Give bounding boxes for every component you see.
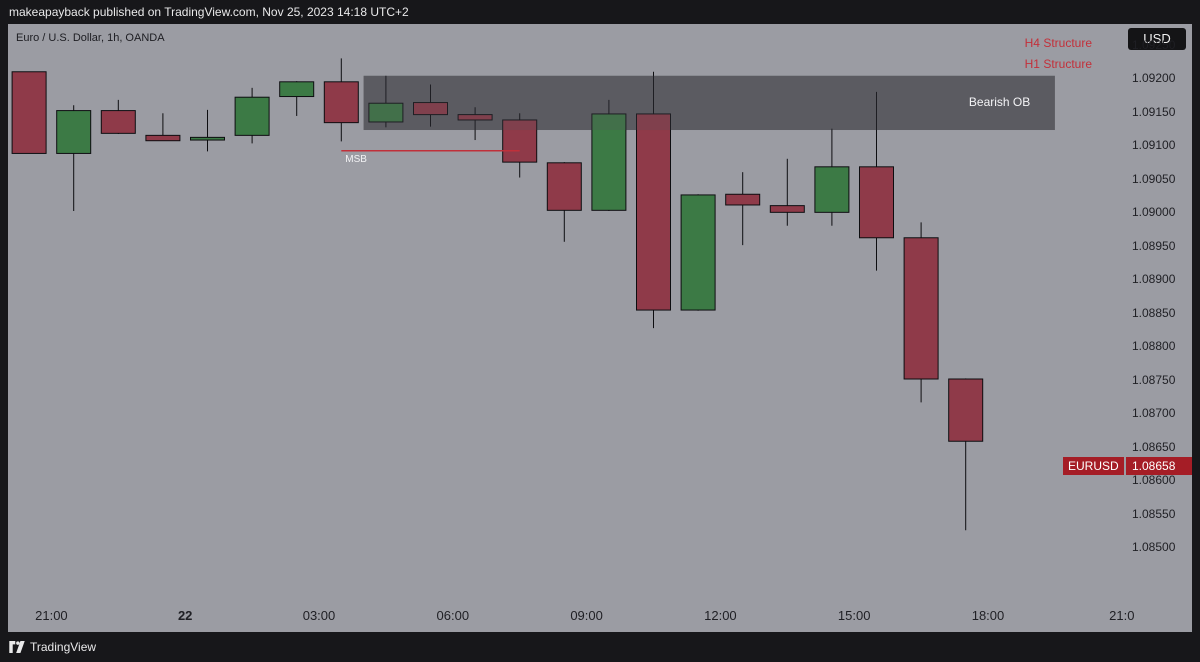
candle <box>457 107 493 141</box>
price-tick-label: 1.09200 <box>1132 71 1176 86</box>
legend-h4-structure: H4 Structure <box>1024 36 1092 50</box>
candle-body <box>680 194 716 311</box>
time-tick-label: 21:0 <box>1109 608 1135 623</box>
time-axis[interactable] <box>8 602 1126 632</box>
time-tick-label: 22 <box>177 608 193 623</box>
tradingview-logo-icon <box>9 641 25 653</box>
candle-body <box>190 136 225 141</box>
time-tick-label: 18:00 <box>971 608 1005 623</box>
candle-body <box>11 71 47 154</box>
candle-body <box>948 378 984 442</box>
candle <box>636 71 671 329</box>
candle-body <box>413 102 448 116</box>
candle <box>769 158 805 226</box>
candle-body <box>368 102 404 123</box>
publish-caption: makeapayback published on TradingView.co… <box>9 5 409 19</box>
candle <box>11 71 47 154</box>
candle <box>145 113 181 142</box>
price-tick-label: 1.08600 <box>1132 473 1176 488</box>
candle-body <box>323 81 359 124</box>
price-tick-label: 1.08550 <box>1132 506 1176 521</box>
chart-plot-area[interactable]: Euro / U.S. Dollar, 1h, OANDA H4 Structu… <box>8 24 1126 602</box>
candle <box>190 109 225 152</box>
time-tick-label: 09:00 <box>570 608 603 623</box>
candle <box>56 105 92 211</box>
candle-body <box>56 110 92 154</box>
candle-body <box>725 193 761 206</box>
candle-body <box>859 166 894 239</box>
candle <box>234 87 270 144</box>
candle <box>725 172 761 246</box>
candle <box>591 99 627 211</box>
candle-body <box>502 119 538 163</box>
candle <box>903 222 939 403</box>
candle <box>100 99 136 135</box>
time-tick-label: 12:00 <box>704 608 737 623</box>
candle <box>279 81 315 116</box>
candle <box>814 128 850 226</box>
price-tick-label: 1.09250 <box>1132 38 1176 52</box>
price-tick-label: 1.09100 <box>1132 138 1176 153</box>
price-tick-label: 1.08900 <box>1132 272 1176 287</box>
price-tick-label: 1.09000 <box>1132 205 1176 220</box>
price-tick-label: 1.08500 <box>1132 540 1176 554</box>
price-tick-label: 1.09150 <box>1132 104 1176 119</box>
candle-body <box>814 166 850 213</box>
candle-body <box>636 113 671 311</box>
price-tick-label: 1.09050 <box>1132 171 1176 186</box>
bearish-ob-label: Bearish OB <box>968 94 1031 109</box>
candle-body <box>903 237 939 380</box>
msb-label: MSB <box>345 153 367 165</box>
bearish-order-block-overlay <box>363 75 1055 131</box>
axis-corner <box>1126 602 1192 632</box>
candle <box>859 91 894 271</box>
price-tick-label: 1.08850 <box>1132 305 1176 320</box>
candle <box>680 194 716 311</box>
candlestick-chart[interactable] <box>8 24 1126 602</box>
time-tick-label: 15:00 <box>837 608 871 623</box>
time-tick-label: 06:00 <box>436 608 470 623</box>
time-tick-label: 03:00 <box>302 608 336 623</box>
candle-body <box>546 162 582 211</box>
time-tick-label: 21:00 <box>35 608 68 623</box>
candle <box>413 84 448 127</box>
candle-body <box>234 96 270 136</box>
legend-h1-structure: H1 Structure <box>1024 57 1092 71</box>
price-tick-label: 1.08950 <box>1132 238 1176 253</box>
candle-body <box>591 113 627 211</box>
candle <box>546 162 582 242</box>
price-tick-label: 1.08700 <box>1132 406 1176 421</box>
candle-body <box>457 114 493 121</box>
publish-caption-bar: makeapayback published on TradingView.co… <box>0 0 1200 24</box>
price-tick-label: 1.08800 <box>1132 339 1176 354</box>
price-tick-label: 1.08750 <box>1132 372 1176 387</box>
candle-body <box>279 81 315 98</box>
currency-button[interactable]: USD <box>1128 28 1186 50</box>
candle-body <box>100 110 136 134</box>
candle <box>323 58 359 142</box>
symbol-title: Euro / U.S. Dollar, 1h, OANDA <box>16 32 165 44</box>
symbol-price-tag: EURUSD <box>1063 457 1124 475</box>
candle-body <box>769 205 805 213</box>
candle <box>368 75 404 128</box>
price-tick-label: 1.08650 <box>1132 439 1176 454</box>
last-price-tag: 1.08658 <box>1126 457 1192 475</box>
price-axis[interactable] <box>1126 24 1192 602</box>
footer-bar: TradingView <box>0 632 1200 662</box>
candle <box>948 378 984 531</box>
candle-body <box>145 134 181 142</box>
tradingview-brand: TradingView <box>30 640 97 654</box>
candle <box>502 113 538 178</box>
bearish-order-block <box>363 75 1055 131</box>
